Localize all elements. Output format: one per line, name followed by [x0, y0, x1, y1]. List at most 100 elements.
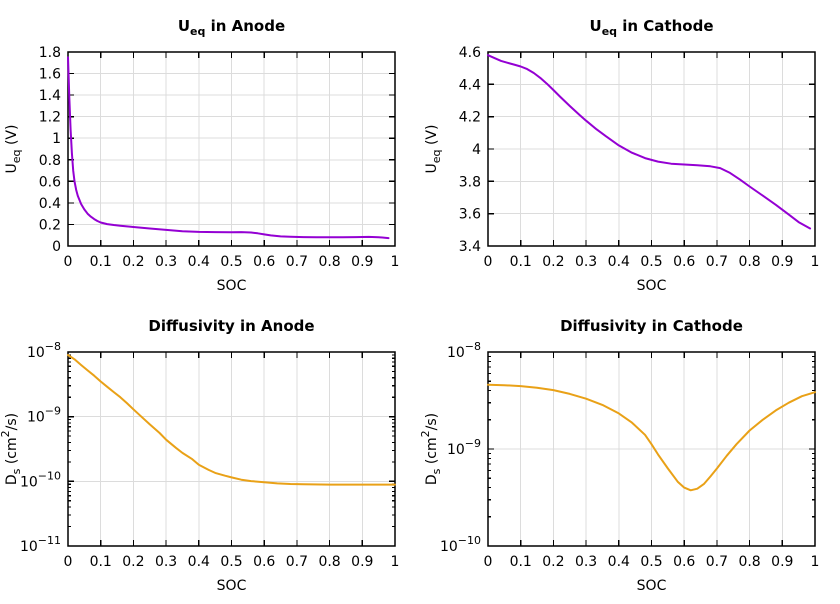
- svg-text:0.9: 0.9: [771, 554, 793, 570]
- svg-text:1.8: 1.8: [39, 45, 61, 61]
- plot-title: Ueq in Anode: [178, 17, 285, 38]
- svg-text:0.2: 0.2: [122, 554, 144, 570]
- svg-text:0.4: 0.4: [188, 254, 210, 270]
- chart-canvas-ueq-cathode: 0 0.1 0.2 0.3 0.4 0.5 0.6 0.7 0.8 0.9 1 3.4 3.6 3.8 4 4…: [424, 17, 820, 294]
- svg-text:0.4: 0.4: [608, 554, 630, 570]
- chart-ueq-cathode: 0 0.1 0.2 0.3 0.4 0.5 0.6 0.7 0.8 0.9 1 3.4 3.6 3.8 4 4…: [420, 0, 840, 300]
- svg-text:10−10: 10−10: [20, 469, 61, 490]
- svg-text:0.8: 0.8: [318, 254, 340, 270]
- tick-labels: 0 0.1 0.2 0.3 0.4 0.5 0.6 0.7 0.8 0.9 1 10−10 10−9 10…: [440, 340, 820, 570]
- axis-box: [67, 351, 396, 547]
- svg-text:0.1: 0.1: [90, 554, 112, 570]
- svg-text:10−9: 10−9: [447, 437, 481, 458]
- svg-text:0.6: 0.6: [253, 254, 275, 270]
- x-axis-label: SOC: [217, 578, 247, 594]
- svg-text:0.3: 0.3: [155, 254, 177, 270]
- data-curve-ds-anode: [67, 354, 396, 486]
- tick-labels: 0 0.1 0.2 0.3 0.4 0.5 0.6 0.7 0.8 0.9 1 3.4 3.6 3.8 4 4…: [459, 45, 820, 270]
- svg-text:0.7: 0.7: [706, 554, 728, 570]
- svg-text:0.6: 0.6: [673, 554, 695, 570]
- svg-text:0.2: 0.2: [542, 554, 564, 570]
- data-curve-ueq-anode: [67, 56, 390, 240]
- plot-title: Diffusivity in Anode: [148, 317, 314, 335]
- x-axis-label: SOC: [637, 278, 667, 294]
- svg-text:0.9: 0.9: [771, 254, 793, 270]
- grid-lines: [488, 352, 815, 546]
- grid-lines: [68, 352, 395, 546]
- svg-text:1: 1: [811, 254, 820, 270]
- svg-text:0.2: 0.2: [542, 254, 564, 270]
- svg-text:0.1: 0.1: [510, 554, 532, 570]
- svg-text:0: 0: [64, 554, 73, 570]
- y-axis-label: Ds (cm2/s): [420, 413, 443, 485]
- svg-text:0.4: 0.4: [39, 196, 61, 212]
- svg-text:0.7: 0.7: [706, 254, 728, 270]
- svg-text:0.8: 0.8: [738, 554, 760, 570]
- svg-text:0.6: 0.6: [673, 254, 695, 270]
- plot-title: Ueq in Cathode: [590, 17, 714, 38]
- axis-box: [487, 51, 816, 247]
- svg-text:0: 0: [484, 254, 493, 270]
- svg-text:1.2: 1.2: [39, 110, 61, 126]
- svg-text:10−9: 10−9: [27, 405, 61, 426]
- svg-text:0.1: 0.1: [510, 254, 532, 270]
- tick-labels: 0 0.1 0.2 0.3 0.4 0.5 0.6 0.7 0.8 0.9 1 10−11 10−10 1…: [20, 340, 400, 570]
- axis-box: [487, 351, 816, 547]
- svg-text:0.8: 0.8: [738, 254, 760, 270]
- data-curve-ds-cathode: [487, 383, 816, 492]
- svg-text:0.6: 0.6: [39, 174, 61, 190]
- svg-text:0.6: 0.6: [253, 554, 275, 570]
- y-axis-label: Ds (cm2/s): [0, 413, 23, 485]
- svg-text:3.4: 3.4: [459, 239, 481, 255]
- chart-canvas-ueq-anode: 0 0.1 0.2 0.3 0.4 0.5 0.6 0.7 0.8 0.9 1 0 0.2 0.4 0.6 0…: [4, 17, 400, 294]
- svg-text:1: 1: [391, 254, 400, 270]
- chart-diffusivity-anode: 0 0.1 0.2 0.3 0.4 0.5 0.6 0.7 0.8 0.9 1 10−11 10−10 1…: [0, 300, 420, 600]
- svg-text:0.9: 0.9: [351, 254, 373, 270]
- svg-text:1.4: 1.4: [39, 88, 61, 104]
- data-curve-ueq-cathode: [487, 54, 812, 230]
- svg-text:0.5: 0.5: [640, 254, 662, 270]
- svg-text:10−10: 10−10: [440, 534, 481, 555]
- svg-text:0.4: 0.4: [188, 554, 210, 570]
- svg-text:0: 0: [52, 239, 61, 255]
- svg-text:1.6: 1.6: [39, 67, 61, 83]
- y-axis-label: Ueq (V): [4, 125, 23, 174]
- grid-lines: [488, 52, 815, 246]
- svg-text:0.3: 0.3: [575, 554, 597, 570]
- chart-diffusivity-cathode: 0 0.1 0.2 0.3 0.4 0.5 0.6 0.7 0.8 0.9 1 10−10 10−9 10…: [419, 300, 840, 600]
- svg-text:1: 1: [811, 554, 820, 570]
- svg-text:0: 0: [64, 254, 73, 270]
- grid-lines: [68, 52, 395, 246]
- svg-text:0.1: 0.1: [90, 254, 112, 270]
- svg-text:0.9: 0.9: [351, 554, 373, 570]
- svg-text:10−11: 10−11: [20, 534, 61, 555]
- svg-text:0.7: 0.7: [286, 554, 308, 570]
- svg-text:4: 4: [472, 142, 481, 158]
- x-axis-label: SOC: [217, 278, 247, 294]
- svg-text:0.2: 0.2: [39, 217, 61, 233]
- svg-text:1: 1: [52, 131, 61, 147]
- svg-text:0.4: 0.4: [608, 254, 630, 270]
- chart-canvas-ds-anode: 0 0.1 0.2 0.3 0.4 0.5 0.6 0.7 0.8 0.9 1 10−11 10−10 1…: [0, 317, 400, 594]
- svg-text:0.3: 0.3: [155, 554, 177, 570]
- chart-ueq-anode: 0 0.1 0.2 0.3 0.4 0.5 0.6 0.7 0.8 0.9 1 0 0.2 0.4 0.6 0…: [0, 0, 420, 300]
- axis-box: [67, 51, 396, 247]
- tick-labels: 0 0.1 0.2 0.3 0.4 0.5 0.6 0.7 0.8 0.9 1 0 0.2 0.4 0.6 0…: [39, 45, 400, 270]
- svg-text:0.8: 0.8: [318, 554, 340, 570]
- svg-text:0.7: 0.7: [286, 254, 308, 270]
- svg-text:4.4: 4.4: [459, 77, 481, 93]
- x-axis-label: SOC: [637, 578, 667, 594]
- svg-text:4.6: 4.6: [459, 45, 481, 61]
- svg-text:1: 1: [391, 554, 400, 570]
- svg-text:0.2: 0.2: [122, 254, 144, 270]
- svg-text:3.6: 3.6: [459, 207, 481, 223]
- svg-text:0.5: 0.5: [220, 554, 242, 570]
- svg-text:0.8: 0.8: [39, 153, 61, 169]
- svg-text:10−8: 10−8: [27, 340, 61, 361]
- chart-canvas-ds-cathode: 0 0.1 0.2 0.3 0.4 0.5 0.6 0.7 0.8 0.9 1 10−10 10−9 10…: [419, 317, 820, 594]
- y-axis-label: Ueq (V): [424, 125, 443, 174]
- svg-text:3.8: 3.8: [459, 174, 481, 190]
- plot-title: Diffusivity in Cathode: [560, 317, 743, 335]
- svg-text:0: 0: [484, 554, 493, 570]
